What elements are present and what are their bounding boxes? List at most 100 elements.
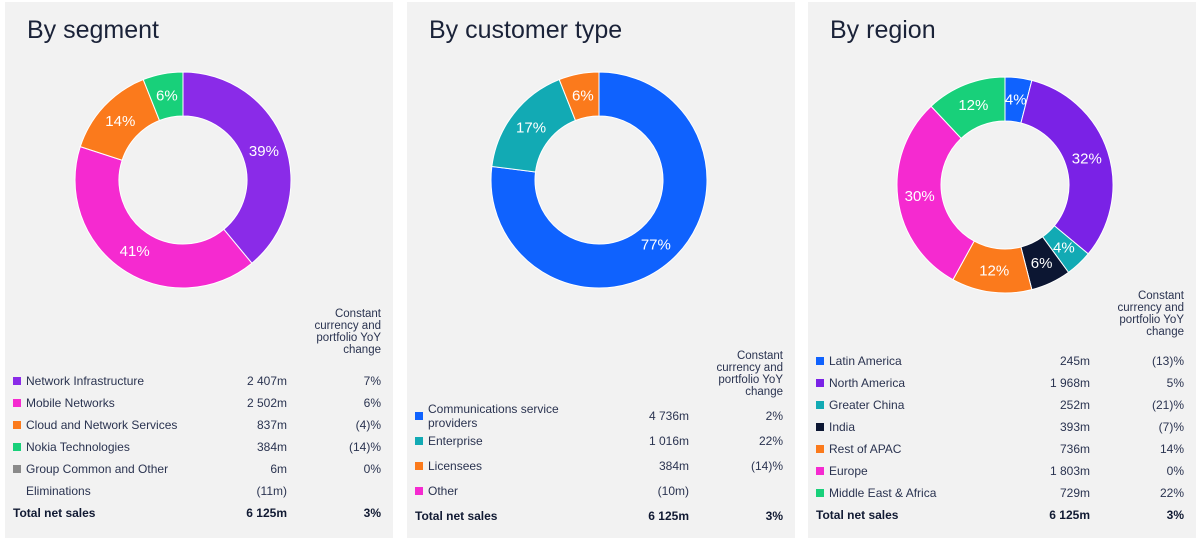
legend-swatch-icon (415, 437, 423, 445)
legend-row: Enterprise 1 016m 22% (415, 432, 783, 450)
row-value: 4 736m (648, 409, 689, 423)
row-label: Middle East & Africa (829, 486, 937, 500)
slice-label: 4% (1053, 240, 1075, 257)
row-change: 7% (363, 374, 381, 388)
donut-slice (142, 71, 184, 122)
legend-swatch-icon (816, 423, 824, 431)
row-change: (21)% (1151, 398, 1184, 412)
row-change: 5% (1166, 376, 1184, 390)
row-change: (14)% (750, 459, 783, 473)
row-value: 729m (1059, 486, 1090, 500)
legend-swatch-icon (415, 487, 423, 495)
legend-swatch-icon (13, 399, 21, 407)
legend-swatch-icon (415, 412, 423, 420)
legend-row: Middle East & Africa 729m 22% (816, 484, 1184, 502)
legend-row: Rest of APAC 736m 14% (816, 440, 1184, 458)
slice-label: 6% (1031, 255, 1053, 272)
chart-title: By segment (27, 16, 160, 44)
row-label: Other (428, 484, 459, 498)
slice-label: 12% (979, 262, 1009, 279)
slice-label: 32% (1072, 150, 1102, 167)
row-label: Cloud and Network Services (26, 418, 178, 432)
row-change: 22% (1159, 486, 1184, 500)
panel-by-region: By region 4% 32% 4% 6% 12% 30% 12% Constant curr… (808, 2, 1196, 538)
slice-label: 17% (516, 119, 546, 136)
legend-row: Group Common and Other 6m 0% (13, 460, 381, 478)
total-row: Total net sales 6 125m 3% (13, 504, 381, 522)
row-label: Greater China (829, 398, 905, 412)
slice-label: 12% (958, 97, 988, 114)
row-label: Total net sales (415, 509, 498, 523)
row-change: (7)% (1158, 420, 1184, 434)
row-value: 6m (270, 462, 287, 476)
row-label: Group Common and Other (26, 462, 169, 476)
row-label: North America (829, 376, 906, 390)
change-column-header: Constant currency and portfolio YoY chan… (716, 350, 783, 398)
row-change: (13)% (1151, 354, 1184, 368)
slice-label: 14% (105, 113, 135, 130)
row-value: 6 125m (246, 506, 287, 520)
legend-swatch-icon (13, 487, 21, 495)
legend-row: Europe 1 803m 0% (816, 462, 1184, 480)
row-value: 2 502m (246, 396, 287, 410)
legend-row: Other (10m) (415, 482, 783, 500)
slice-label: 39% (249, 143, 279, 160)
row-change: 3% (765, 509, 783, 523)
legend-swatch-icon (13, 377, 21, 385)
legend-swatch-icon (13, 443, 21, 451)
legend-swatch-icon (816, 357, 824, 365)
legend-row: Network Infrastructure 2 407m 7% (13, 372, 381, 390)
slice-label: 30% (905, 188, 935, 205)
donut-slice (490, 71, 708, 289)
row-change: 2% (765, 409, 783, 423)
donut-slice (74, 145, 253, 289)
change-column-header: Constant currency and portfolio YoY chan… (1117, 290, 1184, 338)
legend-swatch-icon (13, 421, 21, 429)
row-label: Rest of APAC (829, 442, 902, 456)
total-row: Total net sales 6 125m 3% (415, 507, 783, 525)
row-value: 6 125m (1049, 508, 1090, 522)
legend-swatch-icon (415, 462, 423, 470)
row-label: Latin America (829, 354, 902, 368)
row-label: Mobile Networks (26, 396, 115, 410)
panel-by-customer-type: By customer type 77% 17% 6% Constant currenc… (407, 2, 795, 538)
row-value: 1 968m (1049, 376, 1090, 390)
slice-label: 4% (1005, 92, 1027, 109)
legend-row: Nokia Technologies 384m (14)% (13, 438, 381, 456)
chart-title: By customer type (429, 16, 623, 44)
donut-slice (558, 71, 600, 122)
row-label: Europe (829, 464, 868, 478)
row-change: 6% (363, 396, 381, 410)
row-label: Total net sales (816, 508, 899, 522)
row-value: 384m (256, 440, 287, 454)
legend-row: Licensees 384m (14)% (415, 457, 783, 475)
row-change: (4)% (355, 418, 381, 432)
donut-slice (896, 105, 975, 281)
row-label: Network Infrastructure (26, 374, 145, 388)
legend-swatch-icon (816, 467, 824, 475)
row-value: 245m (1059, 354, 1090, 368)
row-value: 252m (1059, 398, 1090, 412)
row-label: Licensees (428, 459, 483, 473)
legend-swatch-icon (13, 465, 21, 473)
donut-slice (930, 76, 1006, 140)
row-value: (11m) (256, 484, 287, 498)
donut-slice (1020, 79, 1114, 255)
row-label: Nokia Technologies (26, 440, 130, 454)
row-change: 0% (363, 462, 381, 476)
row-value: 837m (256, 418, 287, 432)
row-change: 22% (758, 434, 783, 448)
donut-chart: 39% 41% 14% 6% (74, 71, 292, 289)
legend-row: Communications service providers 4 736m 2% (415, 402, 783, 430)
donut-chart: 77% 17% 6% (490, 71, 708, 289)
legend-row: Latin America 245m (13)% (816, 352, 1184, 370)
donut-chart: 4%32%4%6%12%30%12% (896, 76, 1114, 294)
row-change: 3% (363, 506, 381, 520)
legend-row: Eliminations (11m) (13, 482, 381, 500)
row-value: 2 407m (246, 374, 287, 388)
row-value: 6 125m (648, 509, 689, 523)
row-value: 1 803m (1049, 464, 1090, 478)
row-value: 384m (658, 459, 689, 473)
row-value: 736m (1059, 442, 1090, 456)
chart-title: By region (830, 16, 936, 44)
